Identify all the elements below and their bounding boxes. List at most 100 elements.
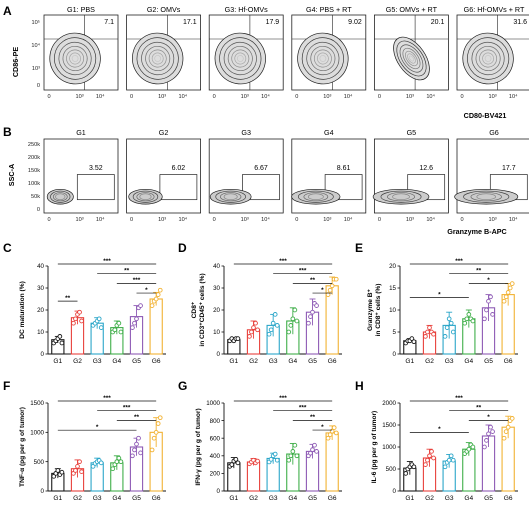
data-point [251,325,256,330]
category-label: G4 [112,358,121,365]
panel-a-ylabel: CD86-PE [11,47,20,78]
data-point [130,325,135,330]
data-point [294,318,300,324]
data-point [425,457,430,463]
gate-box [242,174,280,201]
data-point [290,449,296,454]
category-label: G4 [464,358,473,365]
y-tick-label: 0 [217,351,221,358]
flow-b-title: G5 [407,128,417,137]
y-tick-label: 500 [34,459,45,466]
contour-ring [141,41,175,76]
panel-letter-f: F [3,379,10,393]
significance-label: ** [310,277,316,284]
data-point [411,339,417,345]
category-label: G1 [53,358,62,365]
data-point [79,318,84,324]
data-point [427,325,432,330]
y-tick-label: 200 [210,471,221,478]
data-point [274,323,280,328]
category-label: G6 [152,495,161,502]
y-tick-label: 0 [41,351,45,358]
data-point [112,327,118,333]
y-tick-label: 10 [37,329,44,336]
data-point [431,455,436,461]
data-point [503,429,509,434]
data-point [484,438,489,443]
category-label: G5 [308,495,317,502]
flow-a-xtick: 0 [213,94,216,100]
category-label: G3 [445,495,454,502]
data-point [423,462,428,467]
y-tick-label: 0 [41,488,45,495]
panel-a-ytick: 10³ [32,66,40,72]
data-point [312,442,317,448]
chart-e: 0 5 10 15 20 Granzyme B⁺in CD8⁺ cells (%) G1 G2… [367,258,518,365]
data-point [466,312,472,317]
contour-ring [236,55,244,62]
contour-ring [313,49,332,68]
y-tick-label: 0 [393,351,397,358]
contour-ring [136,192,155,202]
contour-ring [392,193,410,201]
y-axis-label: CD8⁺in CD3⁺CD45⁺ cells (%) [191,273,206,346]
contour-ring [454,188,519,205]
data-point [118,459,124,465]
category-label: G3 [445,358,454,365]
data-point [235,460,241,466]
contour-ring [307,193,324,201]
category-label: G1 [229,358,238,365]
category-label: G2 [73,358,82,365]
flow-a-title: G5: OMVs + RT [386,5,438,14]
panel-b-xlabel: Granzyme B-APC [447,227,507,236]
category-label: G3 [269,358,278,365]
data-point [268,456,274,462]
data-point [470,318,476,324]
y-tick-label: 800 [210,418,221,425]
contour-ring [319,55,327,62]
data-point [71,320,76,326]
panel-b-ytick: 150k [28,168,40,174]
data-point [235,336,241,341]
flow-b-xtick: 0 [295,217,298,223]
data-point [314,303,319,308]
significance-label: ** [124,267,130,274]
category-label: G1 [53,495,62,502]
data-point [488,294,493,300]
contour-ring [393,36,430,81]
panel-a-xlabel: CD80-BV421 [464,111,507,120]
data-point [247,334,252,339]
data-point [325,435,331,441]
category-label: G4 [112,495,121,502]
significance-label: ** [476,267,482,274]
contour-ring [219,37,262,80]
data-point [448,320,454,326]
data-point [253,320,258,326]
significance-label: ** [310,414,316,421]
flow-b-xtick: 10⁴ [509,216,518,223]
significance-label: * [438,291,441,298]
contour-ring [54,37,97,80]
significance-label: *** [299,267,307,274]
significance-label: *** [133,277,141,284]
y-axis-label: DC maturation (%) [19,281,26,339]
panel-b-ytick: 50k [31,194,40,200]
data-point [403,471,409,476]
data-point [327,287,333,293]
data-point [268,327,274,333]
flow-b-title: G3 [241,128,251,137]
panel-b-ytick: 200k [28,155,40,161]
data-point [73,468,78,473]
data-point [462,320,468,326]
panel-a-ytick: 0 [37,83,40,89]
data-point [153,296,159,302]
flow-a-xtick: 10⁴ [179,93,188,100]
contour-ring [55,193,66,201]
contour-ring [215,190,246,203]
data-point [464,316,470,322]
category-label: G5 [308,358,317,365]
panel-letter-d: D [178,241,187,255]
data-point [134,441,139,447]
significance-label: ** [65,295,71,302]
flow-b-xtick: 10⁴ [426,216,435,223]
